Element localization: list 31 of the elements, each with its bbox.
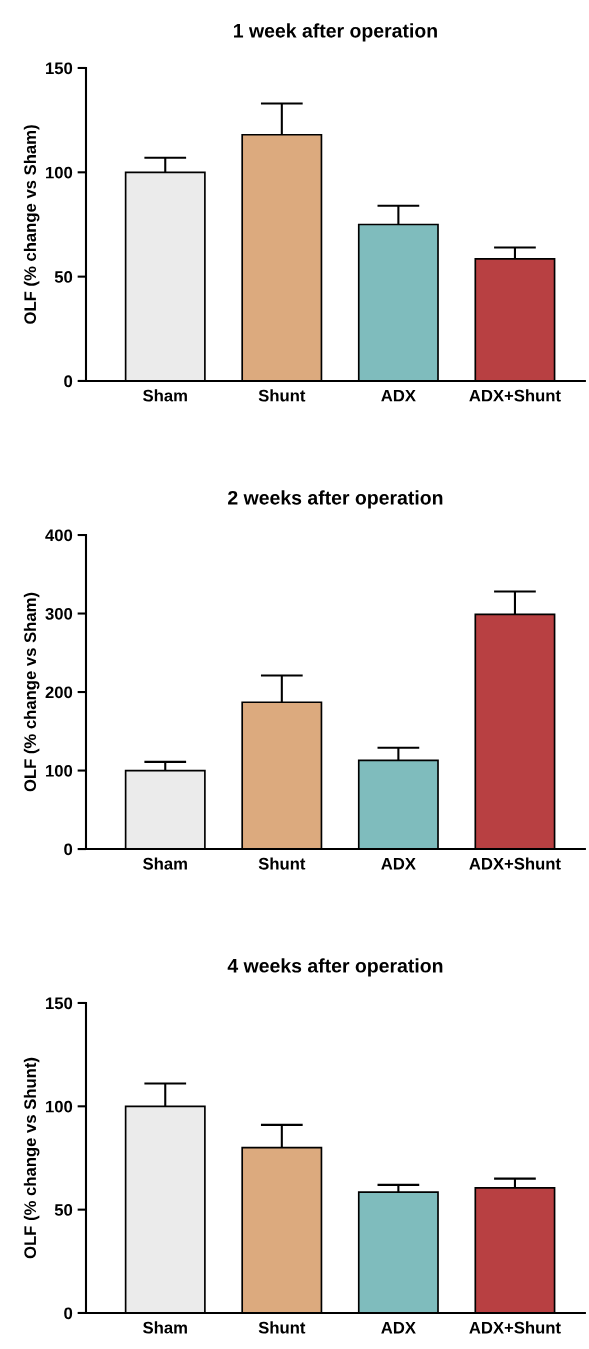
y-tick-label: 100 [46,1100,73,1113]
y-tick-label: 100 [46,764,73,777]
y-tick-label: 50 [54,271,73,283]
x-tick-label: ADX [381,389,416,402]
y-tick-label: 0 [64,1307,73,1320]
x-tick-label: Shunt [258,857,306,870]
y-axis-title: OLF (% change vs Sham) [23,592,40,792]
chart-title: 2 weeks after operation [228,490,443,509]
x-tick-label: ADX+Shunt [469,389,561,402]
y-tick-label: 400 [45,529,73,542]
x-tick-label: Shunt [258,389,306,402]
x-tick-label: Sham [143,1321,187,1334]
y-tick-label: 300 [45,607,73,620]
x-tick-label: Sham [143,389,187,402]
x-tick-label: ADX+Shunt [469,1321,561,1334]
y-tick-label: 150 [46,997,73,1010]
x-tick-label: ADX [381,1321,416,1334]
x-tick-label: ADX [381,858,416,870]
chart-title: 1 week after operation [234,23,437,42]
x-tick-label: ADX+Shunt [469,857,561,870]
y-tick-label: 0 [64,375,73,388]
y-tick-label: 50 [54,1204,73,1216]
y-axis-title: OLF (% change vs Sham) [23,125,40,324]
y-tick-label: 150 [46,62,73,75]
x-tick-label: Sham [143,857,187,870]
x-tick-label: Shunt [258,1321,306,1334]
y-tick-label: 0 [64,843,73,856]
chart-title: 4 weeks after operation [227,958,443,977]
y-tick-label: 200 [45,686,73,699]
y-axis-title: OLF (% change vs Shunt) [23,1057,40,1259]
y-tick-label: 100 [46,166,73,179]
